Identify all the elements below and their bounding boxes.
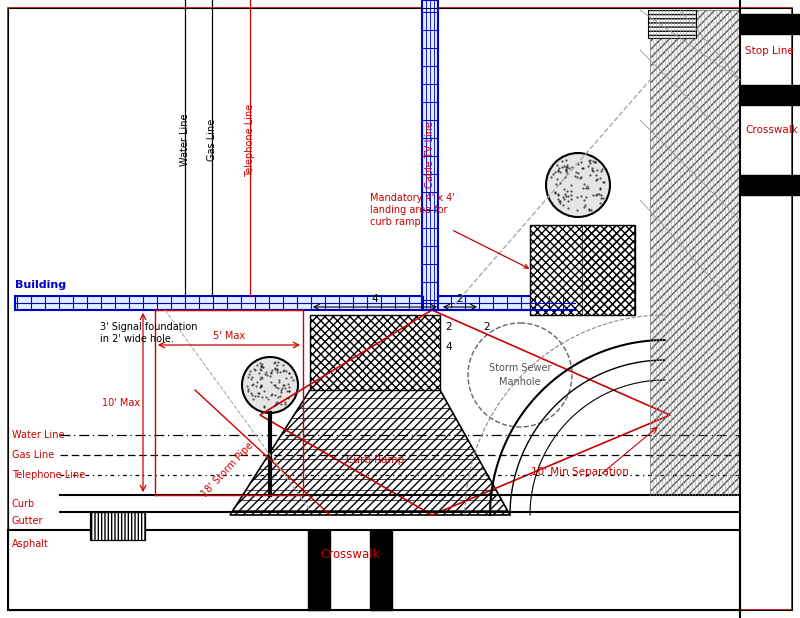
Text: Building: Building	[15, 280, 66, 290]
Text: 5' Max: 5' Max	[213, 331, 245, 341]
Text: Telephone Line: Telephone Line	[245, 103, 255, 177]
Text: Crosswalk: Crosswalk	[320, 549, 380, 562]
Bar	[740, 85, 800, 105]
Text: Manhole: Manhole	[499, 377, 541, 387]
Text: Cable TV Line: Cable TV Line	[425, 122, 435, 188]
Text: Stop Line: Stop Line	[745, 46, 794, 56]
Text: 2: 2	[483, 322, 490, 332]
Bar	[740, 175, 800, 195]
Bar	[8, 530, 740, 610]
Text: 2: 2	[457, 294, 463, 304]
Polygon shape	[230, 390, 510, 515]
Text: 4: 4	[372, 294, 378, 304]
Text: Water Line: Water Line	[12, 430, 65, 440]
Bar	[582, 225, 634, 315]
Bar	[648, 10, 696, 38]
Circle shape	[242, 357, 298, 413]
Text: 2: 2	[445, 322, 452, 332]
Text: 18' Storm Pipe: 18' Storm Pipe	[200, 441, 256, 499]
Bar	[422, 0, 438, 310]
Text: Mandatory 4' x 4'
landing area for
curb ramp.: Mandatory 4' x 4' landing area for curb …	[370, 193, 528, 268]
Text: Gas Line: Gas Line	[12, 450, 54, 460]
Text: Curb Ramp: Curb Ramp	[346, 455, 404, 465]
Text: 4: 4	[445, 342, 452, 352]
Text: Storm Sewer: Storm Sewer	[489, 363, 551, 373]
Text: Curb: Curb	[12, 499, 35, 509]
Text: Crosswalk: Crosswalk	[745, 125, 798, 135]
Bar	[740, 14, 800, 34]
Polygon shape	[650, 10, 740, 495]
Text: Gutter: Gutter	[12, 516, 43, 526]
Bar	[370, 530, 392, 610]
Circle shape	[546, 153, 610, 217]
Circle shape	[468, 323, 572, 427]
Bar	[530, 225, 635, 315]
Text: Telephone Line: Telephone Line	[12, 470, 86, 480]
Text: 3' Signal foundation
in 2' wide hole.: 3' Signal foundation in 2' wide hole.	[100, 322, 198, 344]
Text: Gas Line: Gas Line	[207, 119, 217, 161]
Text: 10' Max: 10' Max	[102, 397, 140, 407]
Text: Asphalt: Asphalt	[12, 539, 49, 549]
Bar	[15, 296, 575, 310]
Text: 10' Min Separation: 10' Min Separation	[531, 467, 629, 477]
Bar	[90, 512, 145, 540]
Text: Water Line: Water Line	[180, 114, 190, 166]
Bar	[310, 315, 440, 390]
Bar	[308, 530, 330, 610]
